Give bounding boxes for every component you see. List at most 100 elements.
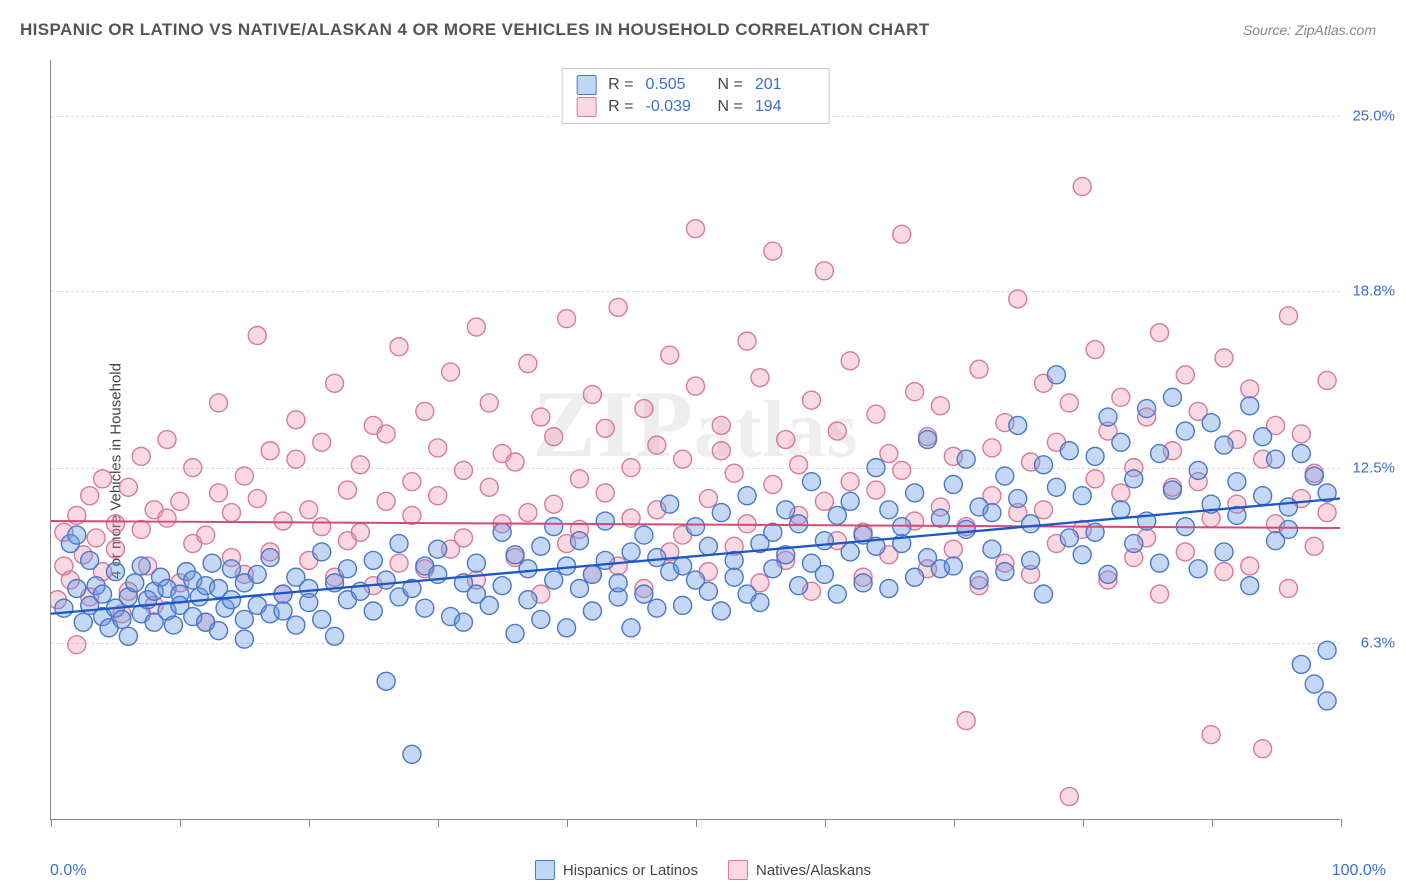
x-axis-max-label: 100.0%: [1332, 862, 1386, 880]
chart-container: 4 or more Vehicles in Household R = 0.50…: [0, 50, 1406, 892]
scatter-point: [1176, 422, 1194, 440]
scatter-point: [880, 445, 898, 463]
scatter-point: [390, 535, 408, 553]
scatter-point: [1060, 442, 1078, 460]
scatter-point: [790, 456, 808, 474]
scatter-point: [1035, 456, 1053, 474]
r-label: R =: [608, 98, 633, 116]
scatter-point: [764, 560, 782, 578]
scatter-point: [210, 394, 228, 412]
scatter-point: [1073, 178, 1091, 196]
y-tick-label: 18.8%: [1352, 282, 1395, 299]
stats-row-blue: R = 0.505 N = 201: [576, 75, 815, 95]
scatter-point: [68, 580, 86, 598]
x-tick: [1083, 819, 1084, 827]
x-axis-min-label: 0.0%: [50, 862, 86, 880]
scatter-point: [313, 543, 331, 561]
scatter-point: [81, 487, 99, 505]
scatter-point: [751, 369, 769, 387]
scatter-point: [867, 405, 885, 423]
scatter-point: [106, 515, 124, 533]
scatter-point: [583, 565, 601, 583]
swatch-pink: [728, 860, 748, 880]
scatter-point: [828, 506, 846, 524]
scatter-point: [429, 540, 447, 558]
scatter-point: [1279, 520, 1297, 538]
scatter-point: [1318, 504, 1336, 522]
legend-label-blue: Hispanics or Latinos: [563, 862, 698, 879]
scatter-point: [235, 630, 253, 648]
y-tick-label: 25.0%: [1352, 108, 1395, 125]
scatter-point: [828, 422, 846, 440]
scatter-point: [1009, 416, 1027, 434]
scatter-point: [906, 383, 924, 401]
scatter-point: [570, 532, 588, 550]
scatter-point: [545, 495, 563, 513]
scatter-point: [1318, 692, 1336, 710]
scatter-point: [815, 565, 833, 583]
scatter-point: [931, 509, 949, 527]
scatter-point: [545, 518, 563, 536]
x-tick: [954, 819, 955, 827]
scatter-point: [454, 529, 472, 547]
scatter-point: [764, 475, 782, 493]
scatter-point: [983, 540, 1001, 558]
scatter-point: [777, 431, 795, 449]
r-label: R =: [608, 76, 633, 94]
scatter-point: [661, 346, 679, 364]
scatter-point: [454, 613, 472, 631]
scatter-point: [1073, 487, 1091, 505]
scatter-point: [1279, 498, 1297, 516]
scatter-point: [583, 386, 601, 404]
scatter-point: [1060, 529, 1078, 547]
scatter-point: [1241, 577, 1259, 595]
scatter-point: [893, 225, 911, 243]
scatter-point: [1305, 467, 1323, 485]
scatter-point: [712, 504, 730, 522]
scatter-point: [1292, 445, 1310, 463]
scatter-point: [570, 580, 588, 598]
scatter-point: [635, 585, 653, 603]
scatter-point: [506, 453, 524, 471]
scatter-point: [1035, 501, 1053, 519]
scatter-point: [506, 546, 524, 564]
scatter-point: [1112, 484, 1130, 502]
x-tick: [438, 819, 439, 827]
chart-title: HISPANIC OR LATINO VS NATIVE/ALASKAN 4 O…: [20, 20, 930, 40]
scatter-point: [931, 397, 949, 415]
scatter-point: [893, 461, 911, 479]
scatter-point: [764, 242, 782, 260]
scatter-point: [1176, 366, 1194, 384]
scatter-point: [1189, 461, 1207, 479]
scatter-point: [1202, 726, 1220, 744]
scatter-point: [635, 400, 653, 418]
scatter-point: [1151, 445, 1169, 463]
n-label: N =: [718, 76, 743, 94]
scatter-point: [648, 599, 666, 617]
scatter-point: [390, 554, 408, 572]
scatter-point: [648, 549, 666, 567]
scatter-point: [570, 470, 588, 488]
scatter-point: [596, 512, 614, 530]
scatter-point: [519, 355, 537, 373]
scatter-point: [274, 602, 292, 620]
x-tick: [696, 819, 697, 827]
x-tick: [1212, 819, 1213, 827]
scatter-point: [519, 591, 537, 609]
scatter-point: [467, 554, 485, 572]
scatter-point: [351, 523, 369, 541]
scatter-point: [377, 672, 395, 690]
scatter-point: [197, 526, 215, 544]
plot-area: R = 0.505 N = 201 R = -0.039 N = 194 ZIP…: [50, 60, 1340, 820]
scatter-point: [1073, 546, 1091, 564]
scatter-point: [648, 436, 666, 454]
scatter-point: [235, 610, 253, 628]
scatter-point: [725, 464, 743, 482]
scatter-point: [687, 220, 705, 238]
scatter-point: [377, 425, 395, 443]
x-tick: [1341, 819, 1342, 827]
scatter-point: [519, 560, 537, 578]
scatter-point: [81, 551, 99, 569]
scatter-point: [815, 492, 833, 510]
scatter-point: [1112, 433, 1130, 451]
